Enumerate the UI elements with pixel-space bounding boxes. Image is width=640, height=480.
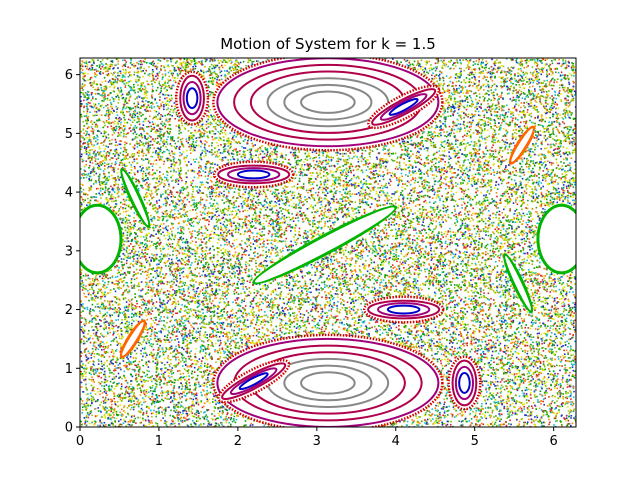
- invariant-curve: [377, 302, 431, 317]
- regular-region: [122, 170, 149, 226]
- y-tick-label: 1: [65, 362, 73, 377]
- invariant-curve: [300, 371, 356, 395]
- y-tick-label: 0: [65, 421, 73, 436]
- invariant-curve: [182, 81, 202, 116]
- invariant-curve: [221, 362, 287, 400]
- invariant-curve: [236, 169, 271, 180]
- regular-region: [505, 255, 532, 311]
- invariant-curve: [386, 304, 421, 315]
- invariant-curve: [454, 365, 474, 401]
- chart-title: Motion of System for k = 1.5: [220, 35, 436, 53]
- invariant-curve: [179, 74, 205, 122]
- y-tick-label: 5: [65, 127, 73, 142]
- invariant-curve: [458, 372, 471, 394]
- x-axis: 0 1 2 3 4 5 6: [76, 427, 558, 449]
- invariant-curve: [300, 90, 356, 114]
- regular-region: [539, 206, 576, 272]
- invariant-curve: [371, 88, 437, 126]
- invariant-curve: [227, 167, 281, 182]
- x-tick-label: 4: [392, 434, 400, 449]
- island-boundary: [217, 358, 291, 404]
- y-tick-label: 2: [65, 303, 73, 318]
- x-tick-label: 0: [76, 434, 84, 449]
- invariant-curve: [388, 98, 419, 116]
- invariant-curve: [185, 87, 199, 110]
- island-boundary: [175, 70, 210, 126]
- island-boundary: [447, 355, 482, 411]
- y-axis: 0 1 2 3 4 5 6: [65, 68, 80, 436]
- invariant-curve: [238, 372, 269, 391]
- invariant-curve: [451, 359, 478, 407]
- x-tick-label: 2: [234, 434, 242, 449]
- invariant-curve: [367, 299, 441, 320]
- regular-region: [511, 128, 533, 162]
- regular-region: [122, 322, 144, 356]
- invariant-curve: [283, 364, 373, 402]
- invariant-curve: [216, 337, 440, 427]
- x-tick-label: 3: [313, 434, 321, 449]
- invariant-curve: [229, 367, 278, 396]
- x-tick-label: 6: [550, 434, 558, 449]
- regular-region: [80, 206, 120, 272]
- invariant-curve: [283, 83, 373, 121]
- x-tick-label: 1: [155, 434, 163, 449]
- y-tick-label: 6: [65, 68, 73, 83]
- invariant-curve: [217, 164, 291, 185]
- regular-region: [254, 207, 395, 283]
- plot-area: [80, 58, 576, 427]
- invariant-curve: [379, 93, 428, 121]
- island-boundary: [367, 84, 441, 130]
- y-tick-label: 3: [65, 244, 73, 259]
- plot-frame: [79, 57, 577, 428]
- x-tick-label: 5: [471, 434, 479, 449]
- y-tick-label: 4: [65, 186, 73, 201]
